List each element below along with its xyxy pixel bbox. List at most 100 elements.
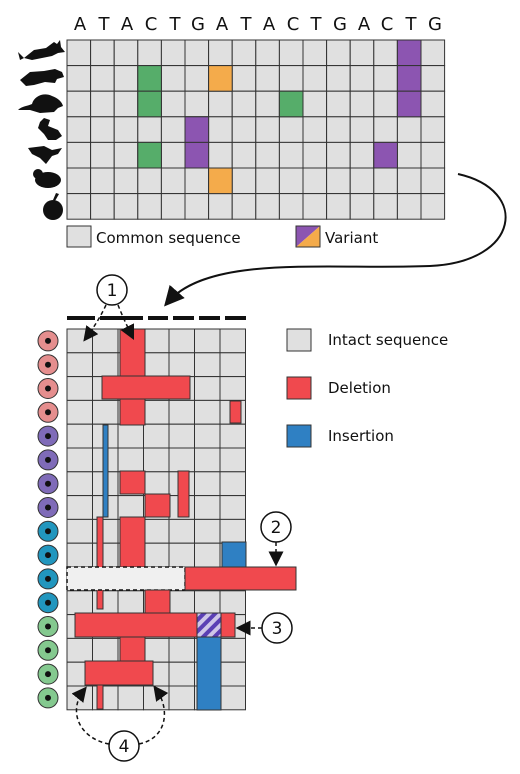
grid-cell [168,518,195,544]
variant-green-cell [137,90,162,118]
grid-cell [168,399,195,425]
grid-cell [137,167,162,195]
grid-cell [255,90,280,118]
grid-cell [66,637,93,663]
top-alignment-grid [66,39,446,220]
top-legend: Common sequence Variant [66,225,378,248]
grid-cell [92,399,119,425]
grid-cell [194,518,221,544]
variant-purple-cell [184,141,210,169]
callout-1: 1 [83,274,135,342]
grid-cell [219,685,246,711]
deletion-bar [119,516,146,568]
grid-cell [160,193,186,220]
grid-cell [117,685,144,711]
grid-cell [168,328,195,354]
grid-cell [90,39,115,67]
cell-icon [37,639,59,661]
insertion-bar [221,541,247,568]
variant-cells [137,39,422,195]
sequence-letter: G [191,14,205,35]
grid-cell [349,167,375,195]
deletion-swatch [286,376,312,400]
grid-cell [66,328,93,354]
grid-cell [137,193,162,220]
grid-cell [113,141,139,169]
insertion-bar [196,636,222,711]
deletion-label: Deletion [328,379,391,397]
deletion-bar [96,684,104,710]
callout-number: 3 [272,619,283,639]
rat-icon [18,94,63,113]
grid-cell [231,65,257,92]
grid-cell [66,590,93,616]
grid-cell [194,590,221,616]
variant-hatched-cell [196,612,222,638]
grid-cell [92,518,119,544]
grid-cell [219,423,246,449]
cell-icon [37,473,59,495]
grid-cell [194,352,221,378]
grid-cell [219,376,246,401]
grid-cell [66,352,93,378]
grid-cell [231,90,257,118]
sequence-letter: T [240,14,253,35]
grid-cell [90,65,115,92]
grid-cell [194,447,221,473]
grid-cell [90,116,115,143]
callout-number: 2 [271,518,282,538]
cell-icon [37,354,59,376]
grid-cell [92,685,119,711]
grid-cell [302,141,328,169]
grid-cell [302,193,328,220]
grid-cell [137,39,162,67]
common-sequence-swatch [66,225,92,248]
hummingbird-icon [28,146,62,164]
grid-cell [208,90,233,118]
deletion-bar [101,375,191,400]
grid-cell [219,495,246,520]
deletion-bar [220,612,236,638]
grid-cell [420,141,446,169]
grid-cell [208,39,233,67]
grid-cell [160,141,186,169]
grid-cell [278,167,304,195]
apple-icon [43,193,63,220]
callout-number: 1 [107,281,118,301]
deletion-bar [119,636,146,662]
connector-arrow [164,173,507,307]
variant-orange-cell [208,65,233,92]
grid-cell [184,90,210,118]
grid-cell [66,90,92,118]
deletion-bar [229,400,242,424]
grid-cell [184,167,210,195]
cell-icon [37,401,59,423]
grid-cell [194,471,221,497]
grid-cell [66,193,92,220]
common-sequence-label: Common sequence [96,229,241,247]
grid-cell [184,193,210,220]
ferret-icon [20,69,64,86]
sequence-letter: T [98,14,111,35]
grid-cell [396,116,422,143]
variant-purple-cell [396,39,422,67]
grid-cell [420,90,446,118]
sequence-letter: G [428,14,442,35]
deletion-bar [177,470,190,518]
grid-cell [231,141,257,169]
grid-cell [66,116,92,143]
grid-cell [219,661,246,687]
grid-cell [278,193,304,220]
edit-bars [66,328,297,711]
grid-cell [420,116,446,143]
grid-cell [255,141,280,169]
grid-cell [143,637,170,663]
sequence-letter: A [74,14,87,35]
sequence-letter: C [381,14,394,35]
cell-icon [37,425,59,447]
grid-cell [168,447,195,473]
grid-cell [396,193,422,220]
callout-3: 3 [235,612,293,644]
sequence-letter: A [121,14,134,35]
